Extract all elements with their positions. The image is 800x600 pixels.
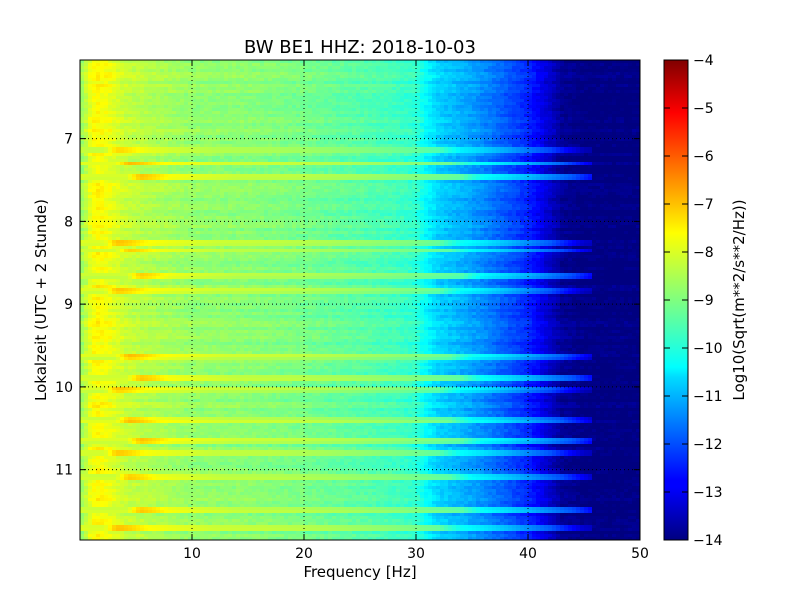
heatmap	[80, 60, 641, 541]
chart-title: BW BE1 HHZ: 2018-10-03	[244, 37, 476, 58]
spectrogram-figure: BW BE1 HHZ: 2018-10-03 10 20 30 40 50 789101…	[0, 0, 800, 600]
